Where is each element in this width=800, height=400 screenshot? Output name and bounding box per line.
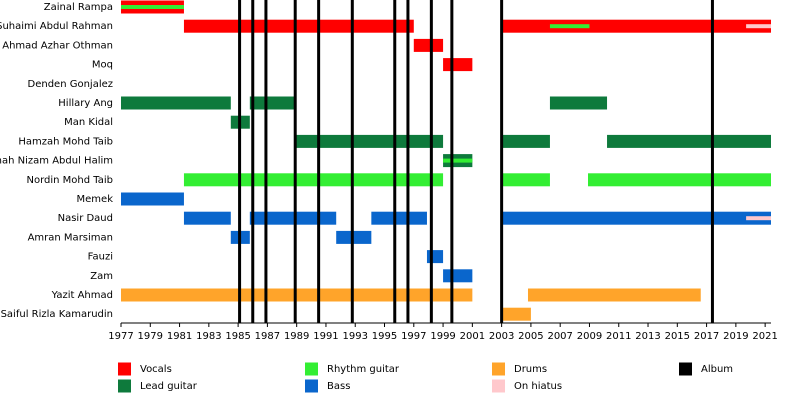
stripe [746,216,771,221]
x-tick-label: 2011 [606,331,631,342]
x-tick-label: 2015 [665,331,690,342]
legend-swatch [118,362,131,376]
member-label: Denden Gonjalez [28,79,114,90]
legend-swatch [492,379,505,393]
stripe [121,5,184,9]
member-label: Hamzah Mohd Taib [18,136,113,147]
legend-label: On hiatus [514,381,562,392]
bar [183,211,231,225]
bar [371,211,427,225]
x-tick-label: 1997 [401,331,426,342]
x-tick-label: 2009 [577,331,602,342]
x-tick-label: 2003 [489,331,514,342]
stripe [549,24,590,29]
x-tick-label: 1989 [284,331,309,342]
member-label: Zam [90,271,113,282]
bar [501,134,550,148]
x-tick-label: 2007 [547,331,572,342]
bar [443,269,473,283]
x-tick-label: 2001 [460,331,485,342]
member-label: Suhaimi Abdul Rahman [0,21,113,32]
legend-label: Lead guitar [140,381,198,392]
x-tick-label: 1977 [108,331,133,342]
member-label: Fauzi [88,252,113,263]
legend-label: Rhythm guitar [327,364,400,375]
legend-swatch [679,362,692,376]
x-tick-label: 2021 [752,331,777,342]
bar [249,96,296,110]
bar [501,211,771,225]
bar [607,134,771,148]
bar [426,250,444,264]
bar [121,96,231,110]
legend-swatch [492,362,505,376]
x-tick-label: 1991 [313,331,338,342]
x-tick-label: 1979 [138,331,163,342]
member-label: Nasir Daud [58,213,113,224]
member-label: Moq [92,60,113,71]
x-tick-label: 1987 [255,331,280,342]
legend-swatch [305,379,318,393]
x-tick-label: 2013 [635,331,660,342]
bar [501,173,550,187]
bar [588,173,771,187]
legend-label: Drums [514,364,547,375]
member-label: Man Kidal [64,117,113,128]
x-tick-label: 1993 [343,331,368,342]
member-label: Memek [77,194,114,205]
x-tick-label: 2005 [518,331,543,342]
bar [527,288,701,302]
x-tick-label: 1995 [372,331,397,342]
member-label: Nordin Mohd Taib [27,175,114,186]
x-tick-label: 1981 [167,331,192,342]
bar [183,173,444,187]
legend-label: Bass [327,381,350,392]
bar [121,192,184,206]
stripe [746,24,771,29]
bar [549,96,608,110]
bar [501,19,771,33]
legend-swatch [118,379,131,393]
x-tick-label: 2019 [723,331,748,342]
member-label: Saiful Rizla Kamarudin [1,309,113,320]
member-label: Amran Marsiman [28,232,113,243]
member-label: Shah Nizam Abdul Halim [0,156,113,167]
x-tick-label: 1985 [225,331,250,342]
bar [295,134,444,148]
legend-swatch [305,362,318,376]
bar [249,211,337,225]
bar [413,38,444,52]
legend-label: Album [701,364,733,375]
legend-label: Vocals [140,364,172,375]
bar [443,58,473,72]
member-label: Hillary Ang [58,98,113,109]
member-label: Zainal Rampa [44,2,113,13]
member-label: Ahmad Azhar Othman [2,40,113,51]
x-tick-label: 1983 [196,331,221,342]
member-label: Yazit Ahmad [51,290,113,301]
x-tick-label: 1999 [430,331,455,342]
bar [183,19,414,33]
x-tick-label: 2017 [694,331,719,342]
bar [501,307,531,321]
stripe [443,158,473,163]
